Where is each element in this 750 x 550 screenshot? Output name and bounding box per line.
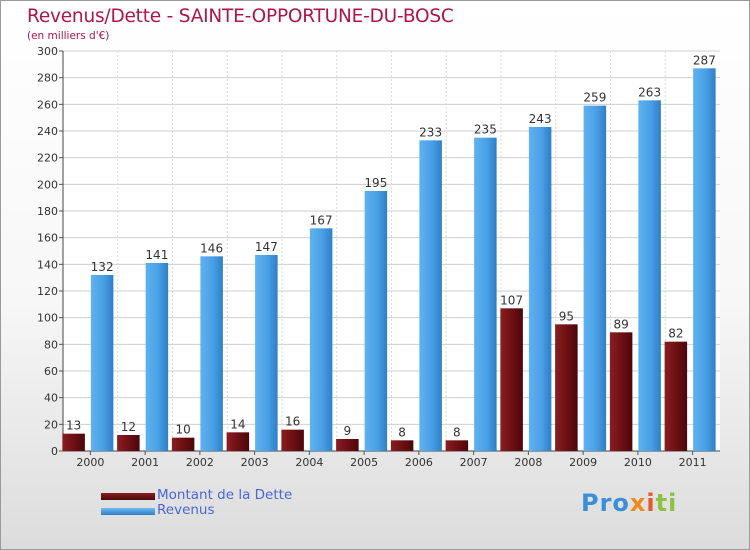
bar-revenus [693, 68, 716, 451]
data-label-revenus: 167 [310, 213, 333, 227]
legend-label-revenus: Revenus [157, 502, 215, 518]
data-label-dette: 9 [344, 424, 352, 438]
y-tick-label: 240 [37, 125, 58, 138]
data-label-revenus: 243 [529, 112, 552, 126]
y-tick-label: 180 [37, 205, 58, 218]
bar-dette [609, 332, 633, 451]
bar-revenus [419, 140, 442, 452]
y-tick-label: 160 [37, 232, 58, 245]
x-tick-label: 2001 [131, 456, 159, 469]
data-label-dette: 8 [453, 425, 461, 439]
bar-revenus [309, 228, 333, 451]
y-tick-label: 260 [37, 98, 58, 111]
data-label-dette: 8 [398, 425, 406, 439]
x-tick-label: 2009 [569, 456, 597, 469]
logo-part-3: i [646, 489, 656, 517]
data-label-dette: 82 [668, 327, 683, 341]
chart-title: Revenus/Dette - SAINTE-OPPORTUNE-DU-BOSC [27, 6, 454, 27]
data-label-dette: 13 [66, 419, 81, 433]
y-tick-label: 80 [44, 338, 58, 351]
data-label-revenus: 263 [638, 85, 661, 99]
x-tick-label: 2008 [514, 456, 542, 469]
y-tick-label: 60 [44, 365, 58, 378]
bar-dette [117, 435, 140, 451]
data-label-revenus: 141 [145, 248, 168, 262]
legend-swatch-revenus [101, 508, 155, 515]
data-label-revenus: 195 [364, 176, 387, 190]
x-tick-label: 2006 [405, 456, 433, 469]
y-tick-label: 300 [37, 45, 58, 58]
bar-revenus [364, 191, 388, 451]
data-label-dette: 16 [285, 415, 300, 429]
data-label-dette: 10 [175, 423, 190, 437]
y-tick-label: 0 [51, 445, 58, 458]
bar-revenus [583, 105, 607, 452]
bar-revenus [145, 263, 169, 451]
x-tick-label: 2003 [241, 456, 269, 469]
x-tick-label: 2010 [624, 456, 652, 469]
y-tick-label: 140 [37, 258, 58, 271]
bar-revenus [200, 256, 223, 451]
data-label-revenus: 146 [200, 241, 223, 255]
y-tick-label: 120 [37, 285, 58, 298]
bar-revenus [638, 100, 661, 451]
bar-revenus [255, 255, 278, 451]
x-tick-label: 2004 [295, 456, 323, 469]
x-tick-label: 2002 [186, 456, 214, 469]
y-tick-label: 100 [37, 312, 58, 325]
logo-part-2: x [629, 489, 647, 517]
data-label-dette: 89 [613, 317, 628, 331]
x-tick-label: 2011 [679, 456, 707, 469]
data-label-revenus: 132 [91, 260, 114, 274]
logo-part-4: ti [655, 489, 678, 517]
bar-dette [226, 432, 250, 451]
logo-part-1: Pro [581, 489, 630, 517]
bar-dette [281, 429, 304, 451]
chart-subtitle: (en milliers d'€) [27, 30, 110, 42]
data-label-revenus: 235 [474, 123, 497, 137]
data-label-dette: 12 [121, 420, 136, 434]
data-label-revenus: 259 [583, 91, 606, 105]
proxiti-logo: Proxiti [581, 489, 677, 517]
bar-dette [500, 308, 523, 451]
bar-dette [555, 324, 578, 451]
bar-revenus [528, 127, 552, 451]
bar-dette [664, 341, 688, 451]
data-label-dette: 95 [559, 309, 574, 323]
data-label-revenus: 287 [693, 53, 716, 67]
bar-dette [336, 439, 359, 451]
y-tick-label: 280 [37, 72, 58, 85]
x-tick-label: 2007 [460, 456, 488, 469]
bar-dette [62, 433, 85, 451]
y-tick-label: 20 [44, 418, 58, 431]
bar-dette [171, 437, 195, 451]
bar-revenus [474, 137, 497, 451]
data-label-dette: 107 [500, 293, 523, 307]
y-tick-label: 200 [37, 178, 58, 191]
y-tick-label: 220 [37, 152, 58, 165]
bar-dette [445, 440, 469, 451]
data-label-revenus: 233 [419, 125, 442, 139]
legend-swatch-debt [101, 493, 155, 500]
data-label-revenus: 147 [255, 240, 278, 254]
x-tick-label: 2000 [76, 456, 104, 469]
data-label-dette: 14 [230, 417, 245, 431]
y-tick-label: 40 [44, 392, 58, 405]
bar-dette [390, 440, 414, 451]
bar-revenus [90, 275, 114, 451]
legend-label-debt: Montant de la Dette [157, 487, 293, 503]
x-tick-label: 2005 [350, 456, 378, 469]
